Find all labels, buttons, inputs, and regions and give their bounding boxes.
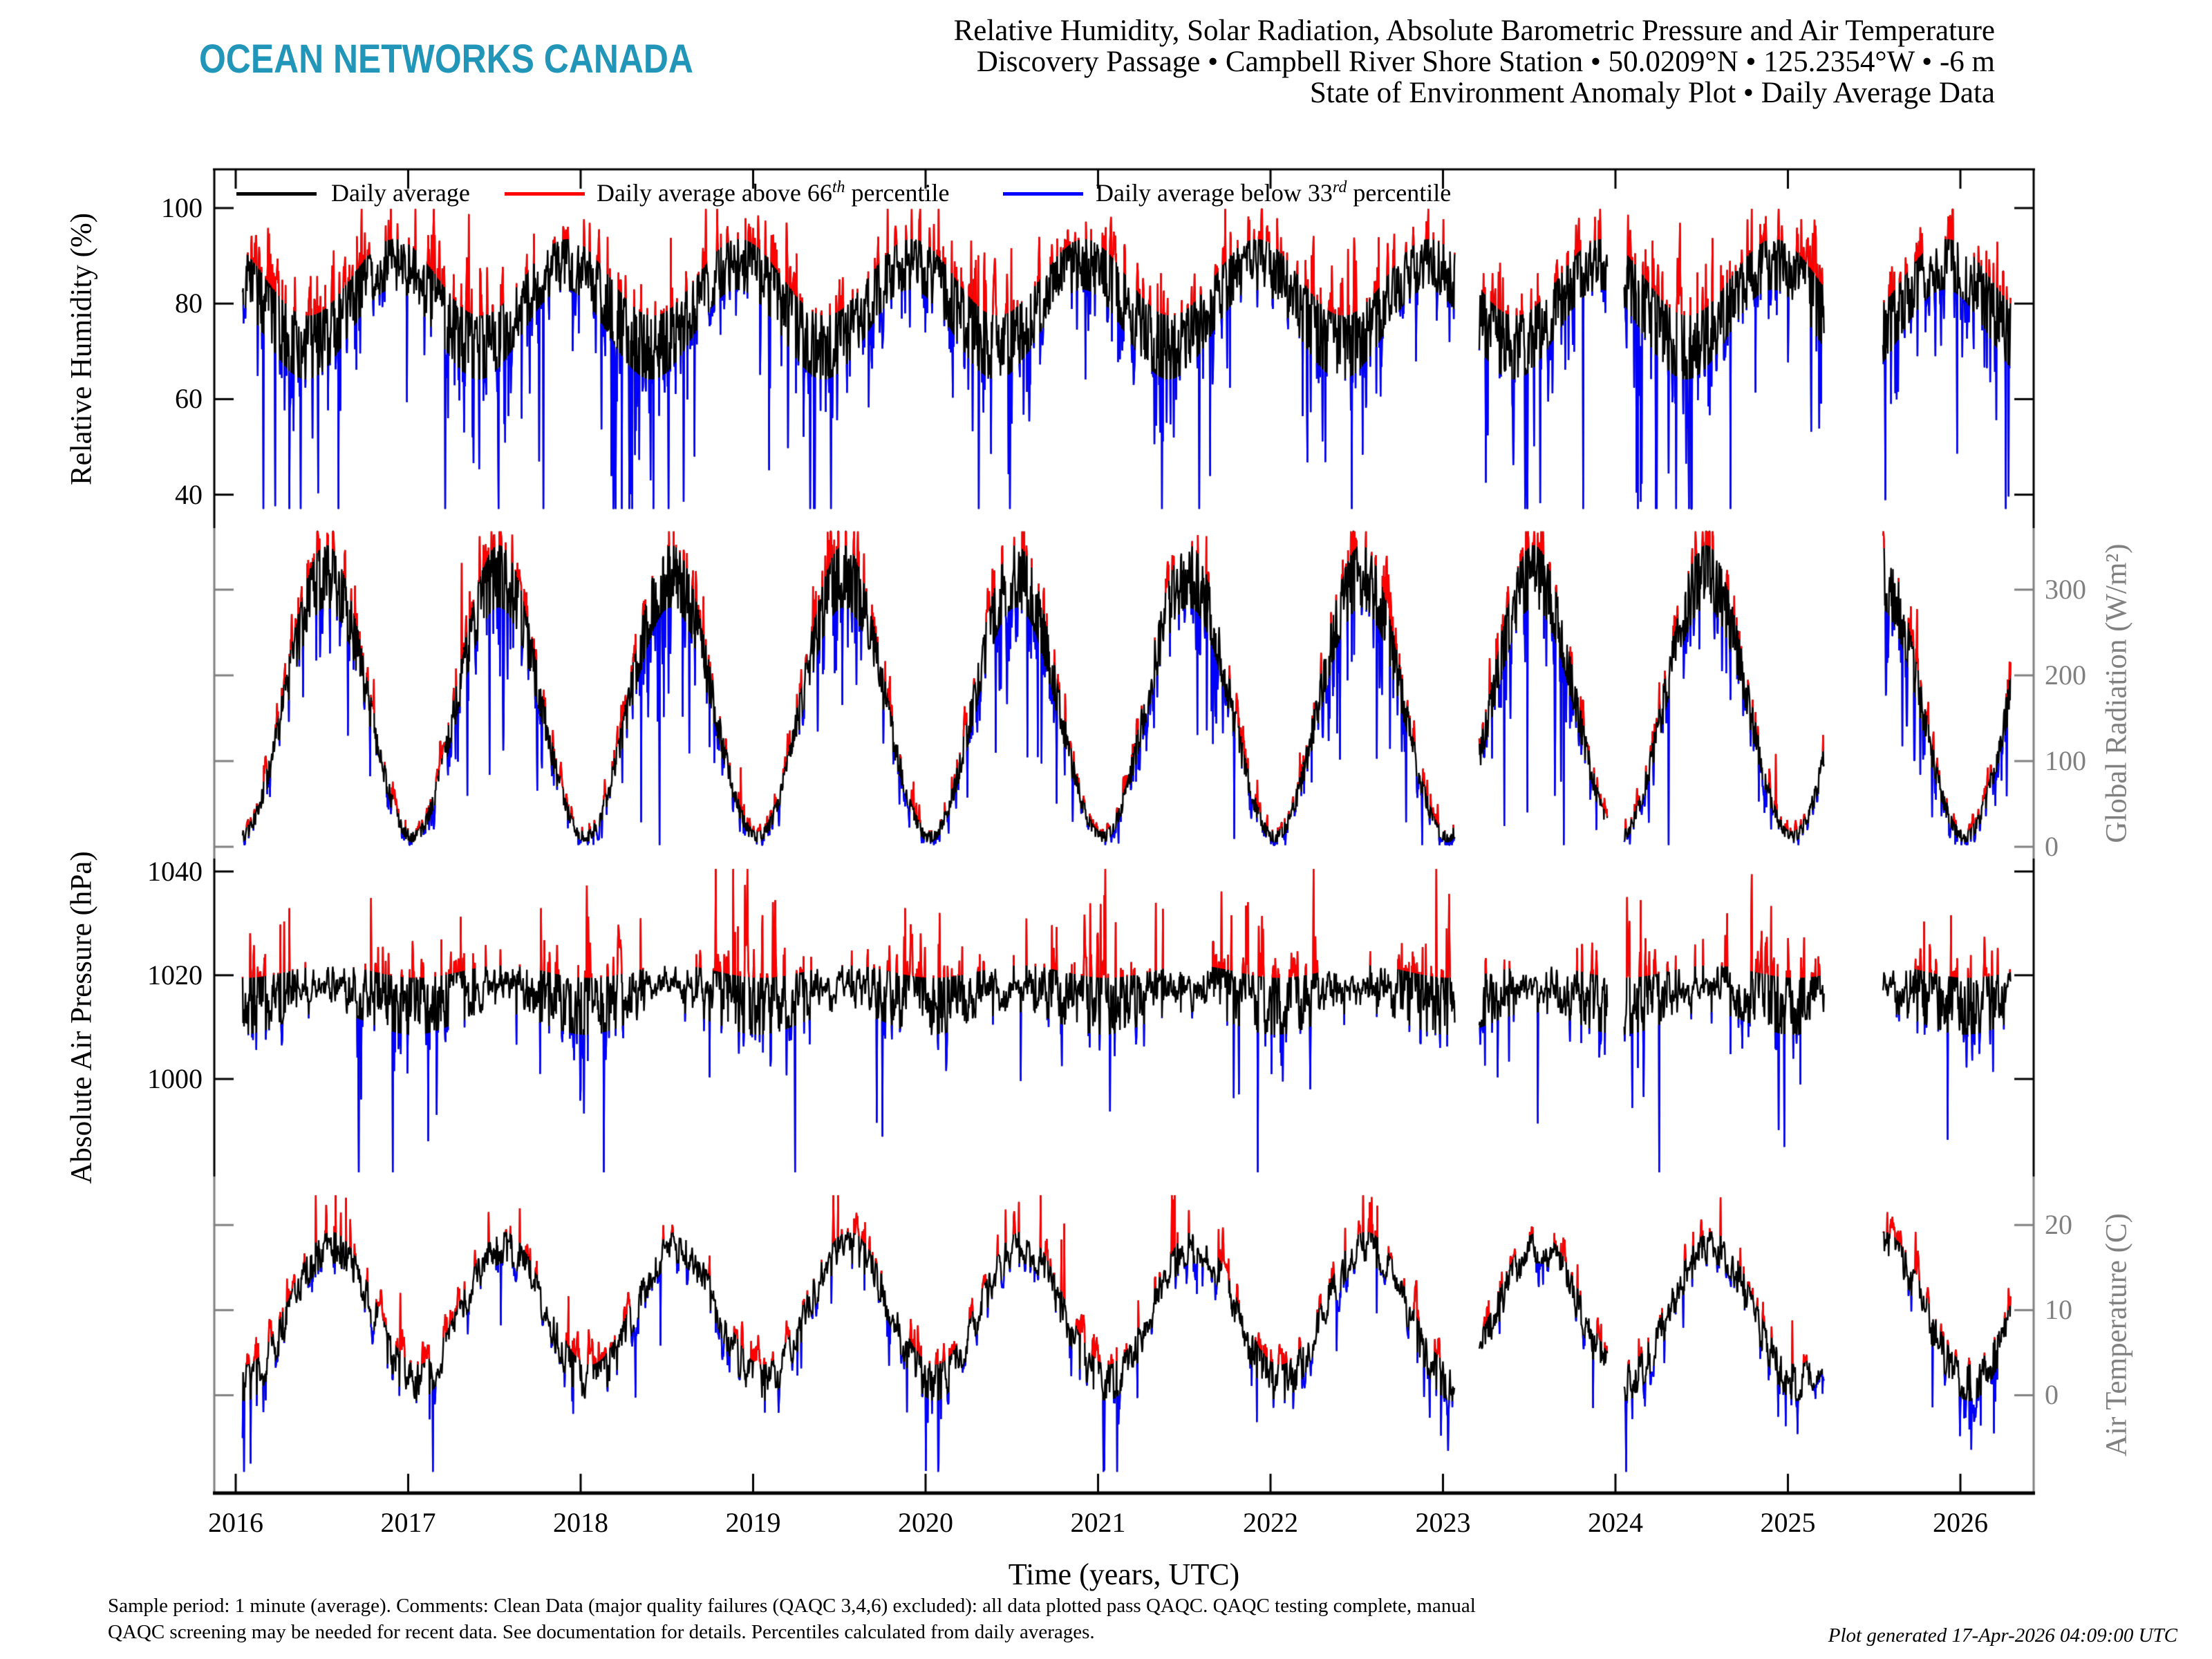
tick-label-air-temperature-20: 20 (2045, 1209, 2072, 1241)
ocean-networks-canada-logo: OCEAN NETWORKS CANADA (199, 37, 693, 82)
legend-line-black (236, 192, 317, 196)
tick-label-air-temperature-10: 10 (2045, 1294, 2072, 1326)
legend-line-red (505, 192, 585, 196)
tick-label-global-radiation-300: 300 (2045, 574, 2086, 606)
tick-label-global-radiation-200: 200 (2045, 659, 2086, 691)
tick-label-year-2025: 2025 (1760, 1507, 1816, 1538)
footer-line-1: Sample period: 1 minute (average). Comme… (108, 1595, 1476, 1617)
tick-label-year-2016: 2016 (208, 1507, 263, 1538)
tick-label-absolute-air-pressure-1000: 1000 (147, 1062, 203, 1094)
tick-label-year-2017: 2017 (380, 1507, 436, 1538)
footer-line-2: QAQC screening may be needed for recent … (108, 1621, 1095, 1643)
footer-comments: Sample period: 1 minute (average). Comme… (108, 1593, 1476, 1645)
tick-label-global-radiation-100: 100 (2045, 745, 2086, 777)
tick-label-year-2022: 2022 (1243, 1507, 1298, 1538)
legend-label: Daily average (331, 179, 470, 207)
tick-label-year-2024: 2024 (1588, 1507, 1643, 1538)
tick-label-year-2020: 2020 (898, 1507, 953, 1538)
plot-generated-timestamp: Plot generated 17-Apr-2026 04:09:00 UTC (1828, 1624, 2177, 1647)
legend-label: Daily average below 33rd percentile (1096, 178, 1452, 207)
y-axis-label-relative-humidity: Relative Humidity (%) (65, 212, 98, 486)
tick-label-relative-humidity-40: 40 (175, 478, 203, 510)
plot-title-line-3: State of Environment Anomaly Plot • Dail… (1309, 77, 1995, 109)
legend-label: Daily average above 66th percentile (597, 178, 950, 207)
x-axis-title: Time (years, UTC) (1008, 1557, 1240, 1591)
plot-title: Relative Humidity, Solar Radiation, Abso… (954, 15, 1995, 109)
y-axis-label-absolute-air-pressure: Absolute Air Pressure (hPa) (65, 851, 98, 1184)
tick-label-year-2019: 2019 (725, 1507, 781, 1538)
plot-title-line-1: Relative Humidity, Solar Radiation, Abso… (953, 15, 1995, 47)
tick-label-year-2023: 2023 (1415, 1507, 1471, 1538)
tick-label-global-radiation-0: 0 (2045, 831, 2059, 862)
tick-label-relative-humidity-60: 60 (175, 383, 203, 415)
tick-label-year-2021: 2021 (1070, 1507, 1126, 1538)
tick-label-year-2018: 2018 (553, 1507, 608, 1538)
y-axis-label-air-temperature: Air Temperature (C) (2100, 1213, 2133, 1456)
tick-label-absolute-air-pressure-1040: 1040 (147, 855, 203, 887)
tick-label-year-2026: 2026 (1933, 1507, 1988, 1538)
legend-line-blue (1003, 192, 1083, 196)
tick-label-air-temperature-0: 0 (2045, 1379, 2059, 1411)
tick-label-absolute-air-pressure-1020: 1020 (147, 959, 203, 991)
plot-title-line-2: Discovery Passage • Campbell River Shore… (976, 46, 1995, 78)
tick-label-relative-humidity-100: 100 (161, 191, 203, 223)
tick-label-relative-humidity-80: 80 (175, 288, 203, 319)
